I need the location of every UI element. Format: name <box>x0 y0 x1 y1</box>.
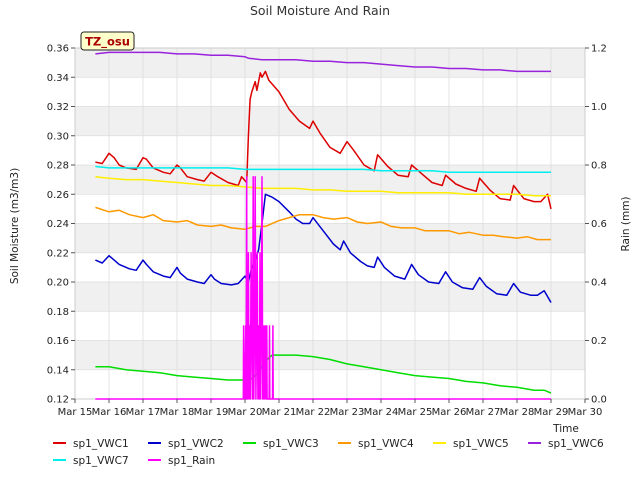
plot-band <box>75 282 585 312</box>
plot-band <box>75 340 585 370</box>
x-tick-label: Mar 26 <box>432 407 467 418</box>
y-tick-label: 0.24 <box>47 219 69 230</box>
x-tick-label: Mar 25 <box>398 407 433 418</box>
y-tick-label: 0.16 <box>47 336 69 347</box>
x-tick-label: Mar 18 <box>160 407 195 418</box>
legend-label-sp1-vwc5: sp1_VWC5 <box>453 438 509 450</box>
legend-label-sp1-vwc6: sp1_VWC6 <box>548 438 604 450</box>
y2-tick-label: 0.8 <box>591 161 607 172</box>
series-line-sp1-vwc1 <box>95 70 552 210</box>
legend-label-sp1-vwc1: sp1_VWC1 <box>73 438 129 450</box>
x-tick-label: Mar 22 <box>296 407 331 418</box>
y2-tick-label: 0.2 <box>591 336 607 347</box>
x-tick-label: Mar 23 <box>330 407 365 418</box>
plot-band <box>75 223 585 253</box>
y2-tick-label: 1.2 <box>591 44 607 55</box>
y-tick-label: 0.34 <box>47 73 69 84</box>
legend: sp1_VWC1 sp1_VWC2 sp1_VWC3 sp1_VWC4 sp1_VWC5… <box>53 438 604 467</box>
plot-band <box>75 106 585 136</box>
y-tick-label: 0.20 <box>47 278 69 289</box>
x-tick-label: Mar 17 <box>126 407 161 418</box>
legend-label-sp1-vwc7: sp1_VWC7 <box>73 455 129 467</box>
x-tick-label: Mar 16 <box>92 407 127 418</box>
axes: Mar 15 Mar 16 Mar 17 Mar 18 Mar 19 Mar 20 Mar … <box>47 44 607 419</box>
legend-label-sp1-vwc4: sp1_VWC4 <box>358 438 414 450</box>
series-line-sp1-vwc3 <box>95 354 552 394</box>
series-line-sp1-vwc5 <box>95 175 551 197</box>
y-tick-label: 0.30 <box>47 131 69 142</box>
series-line-sp1-vwc4 <box>95 206 551 241</box>
legend-label-sp1-vwc2: sp1_VWC2 <box>168 438 224 450</box>
y-tick-label: 0.14 <box>47 365 69 376</box>
y-axis-label: Soil Moisture (m3/m3) <box>9 168 21 284</box>
series-line-sp1-vwc2 <box>95 193 552 303</box>
chart-title: Soil Moisture And Rain <box>250 3 390 18</box>
y-tick-label: 0.12 <box>47 395 69 406</box>
y-tick-label: 0.26 <box>47 190 69 201</box>
series-line-sp1-vwc7 <box>95 165 551 174</box>
y-tick-label: 0.32 <box>47 102 69 113</box>
y-tick-label: 0.22 <box>47 248 69 259</box>
x-tick-label: Mar 20 <box>228 407 263 418</box>
x-tick-label: Mar 29 <box>534 407 569 418</box>
series-line-sp1-rain <box>95 175 551 400</box>
x-tick-label: Mar 19 <box>194 407 229 418</box>
y2-tick-label: 0.6 <box>591 219 607 230</box>
y-tick-label: 0.18 <box>47 307 69 318</box>
x-tick-label: Mar 27 <box>466 407 501 418</box>
series-layer <box>95 51 552 400</box>
site-label-box: TZ_osu <box>80 31 135 51</box>
y2-tick-label: 1.0 <box>591 102 607 113</box>
x-axis-label: Time <box>552 423 579 435</box>
y2-tick-label: 0.4 <box>591 278 607 289</box>
x-tick-label: Mar 15 <box>58 407 93 418</box>
y-tick-label: 0.36 <box>47 44 69 55</box>
legend-label-sp1-vwc3: sp1_VWC3 <box>263 438 319 450</box>
site-label: TZ_osu <box>85 35 130 50</box>
series-line-sp1-vwc6 <box>95 51 551 73</box>
x-tick-label: Mar 24 <box>364 407 399 418</box>
y2-axis-label: Rain (mm) <box>620 196 632 251</box>
x-tick-label: Mar 21 <box>262 407 297 418</box>
x-tick-label: Mar 30 <box>568 407 603 418</box>
y2-tick-label: 0.0 <box>591 395 607 406</box>
y-tick-label: 0.28 <box>47 161 69 172</box>
legend-label-sp1-rain: sp1_Rain <box>168 455 215 467</box>
x-tick-label: Mar 28 <box>500 407 535 418</box>
